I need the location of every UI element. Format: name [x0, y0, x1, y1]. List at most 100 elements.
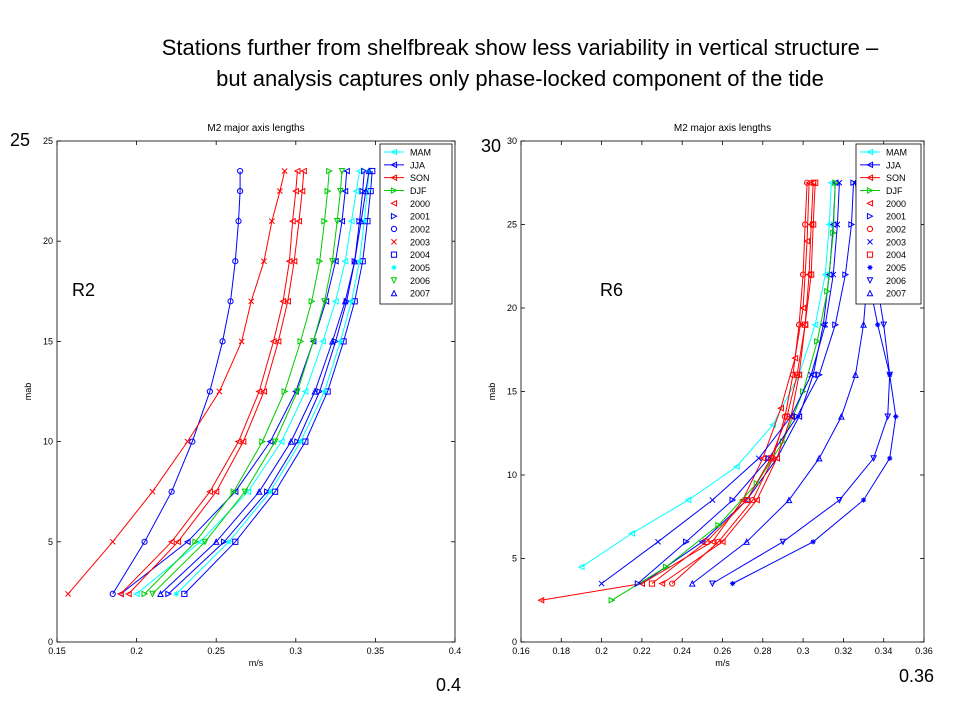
- legend-item: 2003: [867, 237, 906, 247]
- data-point: [810, 221, 817, 228]
- data-point: [333, 218, 341, 225]
- data-point: [329, 258, 336, 265]
- x-tick-label: 0.32: [835, 646, 853, 656]
- legend-label: 2003: [410, 237, 430, 247]
- data-point: [300, 167, 307, 175]
- data-point: [236, 188, 244, 195]
- legend-label: 2007: [410, 289, 430, 299]
- series-2003: [65, 168, 288, 597]
- x-tick-label: 0.18: [553, 646, 571, 656]
- data-point: [785, 496, 793, 504]
- x-tick-label: 0.2: [130, 646, 143, 656]
- data-point: [842, 271, 850, 279]
- data-point: [221, 538, 228, 546]
- left-top-annotation: 25: [10, 130, 31, 150]
- legend-item: 2004: [866, 250, 906, 260]
- series-line: [541, 182, 810, 601]
- data-point: [357, 217, 365, 225]
- x-tick-label: 0.3: [290, 646, 303, 656]
- left-station-label: R2: [72, 280, 96, 300]
- data-point: [311, 387, 319, 395]
- data-point: [718, 538, 726, 546]
- data-point: [577, 563, 585, 571]
- legend-item: MAM: [384, 148, 431, 158]
- data-point: [116, 590, 124, 598]
- data-point: [732, 463, 740, 471]
- legend-marker: [390, 148, 398, 156]
- legend-item: 2000: [866, 199, 906, 209]
- legend-marker: [390, 277, 398, 285]
- data-point: [729, 580, 736, 587]
- data-point: [244, 488, 252, 496]
- data-point: [729, 496, 737, 504]
- data-point: [165, 590, 173, 598]
- data-point: [773, 454, 781, 462]
- series-2004: [648, 179, 819, 587]
- data-point: [755, 455, 762, 462]
- legend-item: 2002: [390, 225, 430, 235]
- data-point: [295, 217, 303, 225]
- legend-marker: [390, 251, 398, 258]
- data-point: [777, 404, 785, 412]
- series-line: [160, 171, 370, 595]
- legend-label: 2004: [410, 250, 430, 260]
- data-point: [241, 488, 249, 496]
- legend-label: 2002: [410, 225, 430, 235]
- data-point: [183, 538, 191, 546]
- data-point: [230, 488, 238, 496]
- legend-item: JJA: [860, 160, 901, 170]
- data-point: [232, 538, 239, 545]
- data-point: [232, 258, 239, 265]
- legend-item: 2006: [866, 276, 906, 286]
- data-point: [239, 438, 247, 446]
- legend-item: SON: [384, 173, 430, 183]
- data-point: [827, 179, 835, 187]
- data-point: [141, 590, 149, 598]
- data-point: [231, 488, 239, 496]
- y-tick-label: 5: [512, 554, 517, 564]
- legend-item: 2001: [390, 212, 430, 222]
- data-point: [709, 497, 716, 504]
- legend-label: DJF: [886, 186, 903, 196]
- data-point: [351, 257, 359, 265]
- data-point: [634, 580, 642, 587]
- data-point: [361, 218, 367, 224]
- data-point: [852, 180, 859, 186]
- legend-label: 2004: [886, 250, 906, 260]
- legend-item: DJF: [860, 186, 903, 196]
- data-point: [235, 218, 242, 225]
- data-point: [219, 338, 226, 345]
- legend-marker: [390, 225, 398, 233]
- x-tick-label: 0.4: [449, 646, 462, 656]
- data-point: [285, 257, 293, 265]
- legend-marker: [866, 212, 874, 220]
- legend-label: 2005: [886, 263, 906, 273]
- data-point: [807, 221, 815, 228]
- data-point: [830, 229, 838, 237]
- data-point: [793, 413, 801, 420]
- data-point: [259, 438, 267, 446]
- x-tick-label: 0.15: [48, 646, 66, 656]
- data-point: [809, 179, 817, 187]
- y-axis-label: mab: [487, 383, 497, 401]
- series-2007: [157, 167, 373, 598]
- data-point: [168, 488, 175, 495]
- legend-marker: [866, 199, 874, 207]
- legend-item: 2007: [390, 289, 430, 299]
- right-top-annotation: 30: [481, 136, 502, 156]
- data-point: [338, 167, 346, 175]
- data-point: [793, 371, 801, 378]
- data-point: [703, 538, 710, 545]
- data-point: [260, 388, 268, 395]
- data-point: [321, 388, 328, 395]
- data-point: [860, 320, 867, 328]
- x-tick-label: 0.16: [512, 646, 530, 656]
- legend-marker: [390, 161, 398, 169]
- data-point: [301, 388, 309, 395]
- x-tick-label: 0.26: [714, 646, 732, 656]
- data-point: [324, 187, 332, 195]
- legend-label: 2006: [410, 276, 430, 286]
- data-point: [227, 298, 234, 305]
- data-point: [743, 538, 751, 545]
- data-point: [338, 217, 346, 225]
